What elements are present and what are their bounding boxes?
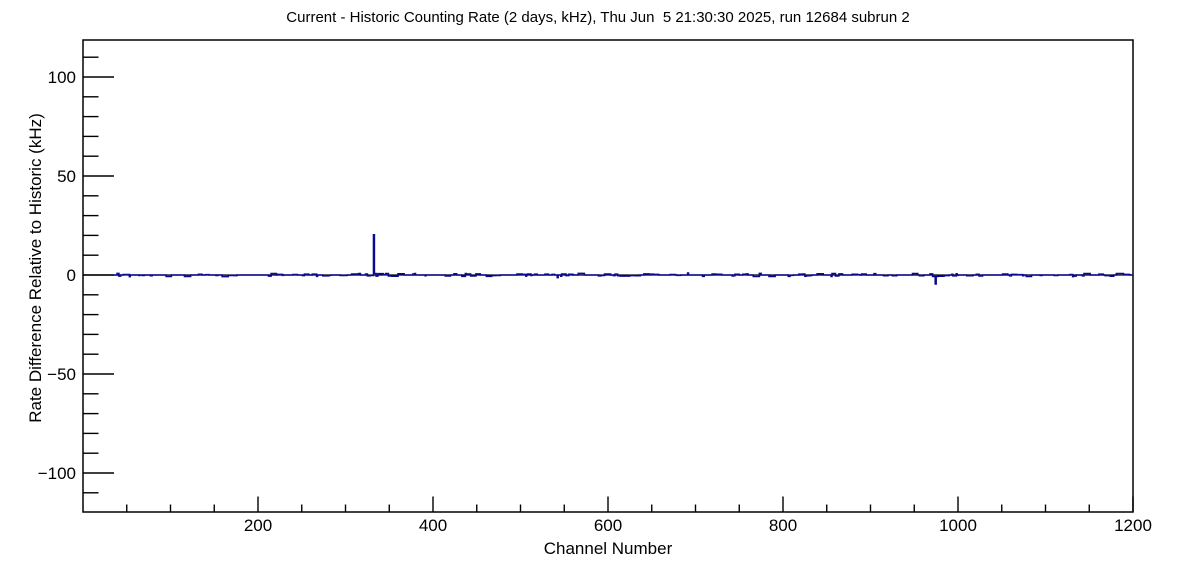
y-tick-label: 0 xyxy=(67,266,76,285)
x-tick-label: 800 xyxy=(769,516,797,535)
y-tick-label: −50 xyxy=(47,365,76,384)
y-tick-label: −100 xyxy=(38,464,76,483)
x-axis-title: Channel Number xyxy=(543,539,673,558)
y-axis-title: Rate Difference Relative to Historic (kH… xyxy=(26,113,45,423)
plot-frame xyxy=(82,39,1134,513)
x-tick-label: 200 xyxy=(244,516,272,535)
x-tick-label: 400 xyxy=(419,516,447,535)
x-tick-label: 1000 xyxy=(939,516,977,535)
plot-title: Current - Historic Counting Rate (2 days… xyxy=(286,9,910,26)
y-tick-label: 100 xyxy=(48,68,76,87)
x-tick-label: 1200 xyxy=(1114,516,1152,535)
histogram-line xyxy=(112,234,1133,285)
x-tick-label: 600 xyxy=(594,516,622,535)
y-tick-label: 50 xyxy=(57,167,76,186)
